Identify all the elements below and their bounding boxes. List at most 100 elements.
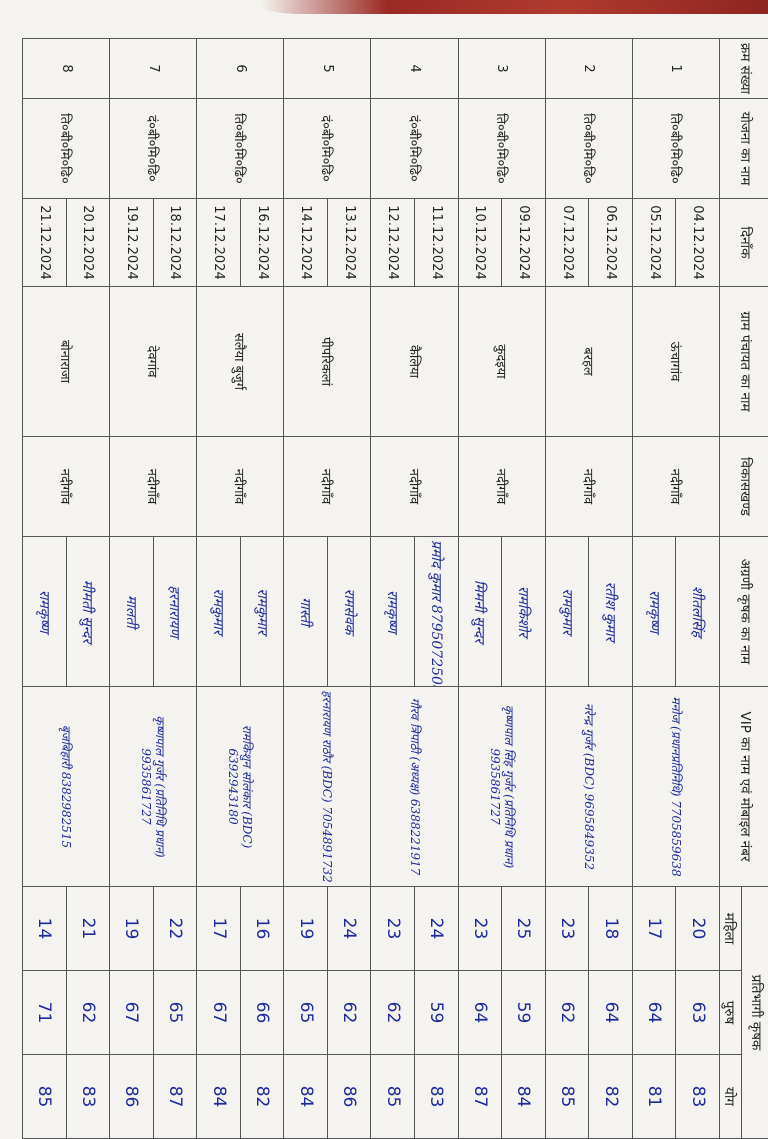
female-count-cell: 23 [458,887,502,971]
header-male: पुरुष [720,971,742,1055]
lead-farmer-cell: रामकिशोर [502,537,546,687]
date-cell: 12.12.2024 [371,199,415,287]
lead-farmer-cell: रामकृष्ण [23,537,67,687]
header-total: योग [720,1055,742,1139]
date-cell: 14.12.2024 [284,199,328,287]
panchayat-name-cell: बरहल [545,287,632,437]
header-block: विकासखण्ड [720,437,768,537]
vip-name-mobile-cell: नरेन्द्र गुर्जर (BDC) 9695849352 [545,687,632,887]
header-farmer: अग्रणी कृषक का नाम [720,537,768,687]
total-count-cell: 87 [153,1055,197,1139]
panchayat-name-cell: देवगांव [110,287,197,437]
document-sheet: क्रम संख्या योजना का नाम दिनाँक ग्राम पं… [22,38,768,1138]
female-count-cell: 25 [502,887,546,971]
date-cell: 13.12.2024 [327,199,371,287]
total-count-cell: 86 [110,1055,154,1139]
lead-farmer-cell: प्रमोद कुमार 8795072508 [415,537,459,687]
vip-name-mobile-cell: रामकिशुन सोलंकार (BDC) 6392943180 [197,687,284,887]
scheme-name-cell: दं०बी०मि०ढि० [110,99,197,199]
male-count-cell: 62 [66,971,110,1055]
female-count-cell: 14 [23,887,67,971]
total-count-cell: 85 [545,1055,589,1139]
male-count-cell: 64 [458,971,502,1055]
female-count-cell: 21 [66,887,110,971]
panchayat-name-cell: कुदइया [458,287,545,437]
panchayat-name-cell: सलैया बुजुर्ग [197,287,284,437]
serial-number-cell: 2 [545,39,632,99]
serial-number-cell: 5 [284,39,371,99]
total-count-cell: 82 [589,1055,633,1139]
female-count-cell: 23 [371,887,415,971]
lead-farmer-cell: शीतलसिंह [676,537,720,687]
male-count-cell: 67 [110,971,154,1055]
female-count-cell: 20 [676,887,720,971]
total-count-cell: 84 [197,1055,241,1139]
panchayat-name-cell: कैलिया [371,287,458,437]
vip-name-mobile-cell: कृष्णपाल गुर्जर (प्रतिनिधि प्रधान) 99358… [110,687,197,887]
serial-number-cell: 3 [458,39,545,99]
vip-name-mobile-cell: गौरव त्रिपाठी (अध्यक्ष) 6388221917 [371,687,458,887]
date-cell: 21.12.2024 [23,199,67,287]
total-count-cell: 81 [632,1055,676,1139]
male-count-cell: 59 [502,971,546,1055]
total-count-cell: 84 [284,1055,328,1139]
block-name-cell: नदीगाँव [284,437,371,537]
header-female: महिला [720,887,742,971]
total-count-cell: 83 [66,1055,110,1139]
serial-number-cell: 1 [632,39,719,99]
female-count-cell: 16 [240,887,284,971]
male-count-cell: 59 [415,971,459,1055]
male-count-cell: 62 [545,971,589,1055]
female-count-cell: 24 [415,887,459,971]
block-name-cell: नदीगाँव [545,437,632,537]
header-row-1: क्रम संख्या योजना का नाम दिनाँक ग्राम पं… [742,39,768,1139]
lead-farmer-cell: रतीश कुमार [589,537,633,687]
serial-number-cell: 8 [23,39,110,99]
date-cell: 17.12.2024 [197,199,241,287]
lead-farmer-cell: मिमनी सुन्दर [458,537,502,687]
male-count-cell: 67 [197,971,241,1055]
lead-farmer-cell: रामकुमार [545,537,589,687]
block-name-cell: नदीगाँव [458,437,545,537]
female-count-cell: 24 [327,887,371,971]
female-count-cell: 18 [589,887,633,971]
date-cell: 16.12.2024 [240,199,284,287]
total-count-cell: 83 [415,1055,459,1139]
scheme-name-cell: ति०बी०मि०ढि० [458,99,545,199]
total-count-cell: 84 [502,1055,546,1139]
scheme-name-cell: दं०बी०मि०ढि० [371,99,458,199]
header-panchayat: ग्राम पंचायत का नाम [720,287,768,437]
panchayat-name-cell: बोनाराजा [23,287,110,437]
red-cloth-edge [260,0,768,14]
scheme-name-cell: ति०बी०मि०ढि० [545,99,632,199]
block-name-cell: नदीगाँव [371,437,458,537]
lead-farmer-cell: रामकुमार [197,537,241,687]
header-vip: VIP का नाम एवं मोबाइल नंबर [720,687,768,887]
block-name-cell: नदीगाँव [632,437,719,537]
header-sno: क्रम संख्या [720,39,768,99]
header-scheme: योजना का नाम [720,99,768,199]
female-count-cell: 19 [110,887,154,971]
lead-farmer-cell: रामकुमार [240,537,284,687]
vip-name-mobile-cell: मनोज (प्रधानप्रतिनिधि) 7705859638 [632,687,719,887]
date-cell: 18.12.2024 [153,199,197,287]
lead-farmer-cell: गास्ती [284,537,328,687]
date-cell: 19.12.2024 [110,199,154,287]
header-date: दिनाँक [720,199,768,287]
block-name-cell: नदीगाँव [110,437,197,537]
date-cell: 20.12.2024 [66,199,110,287]
total-count-cell: 86 [327,1055,371,1139]
